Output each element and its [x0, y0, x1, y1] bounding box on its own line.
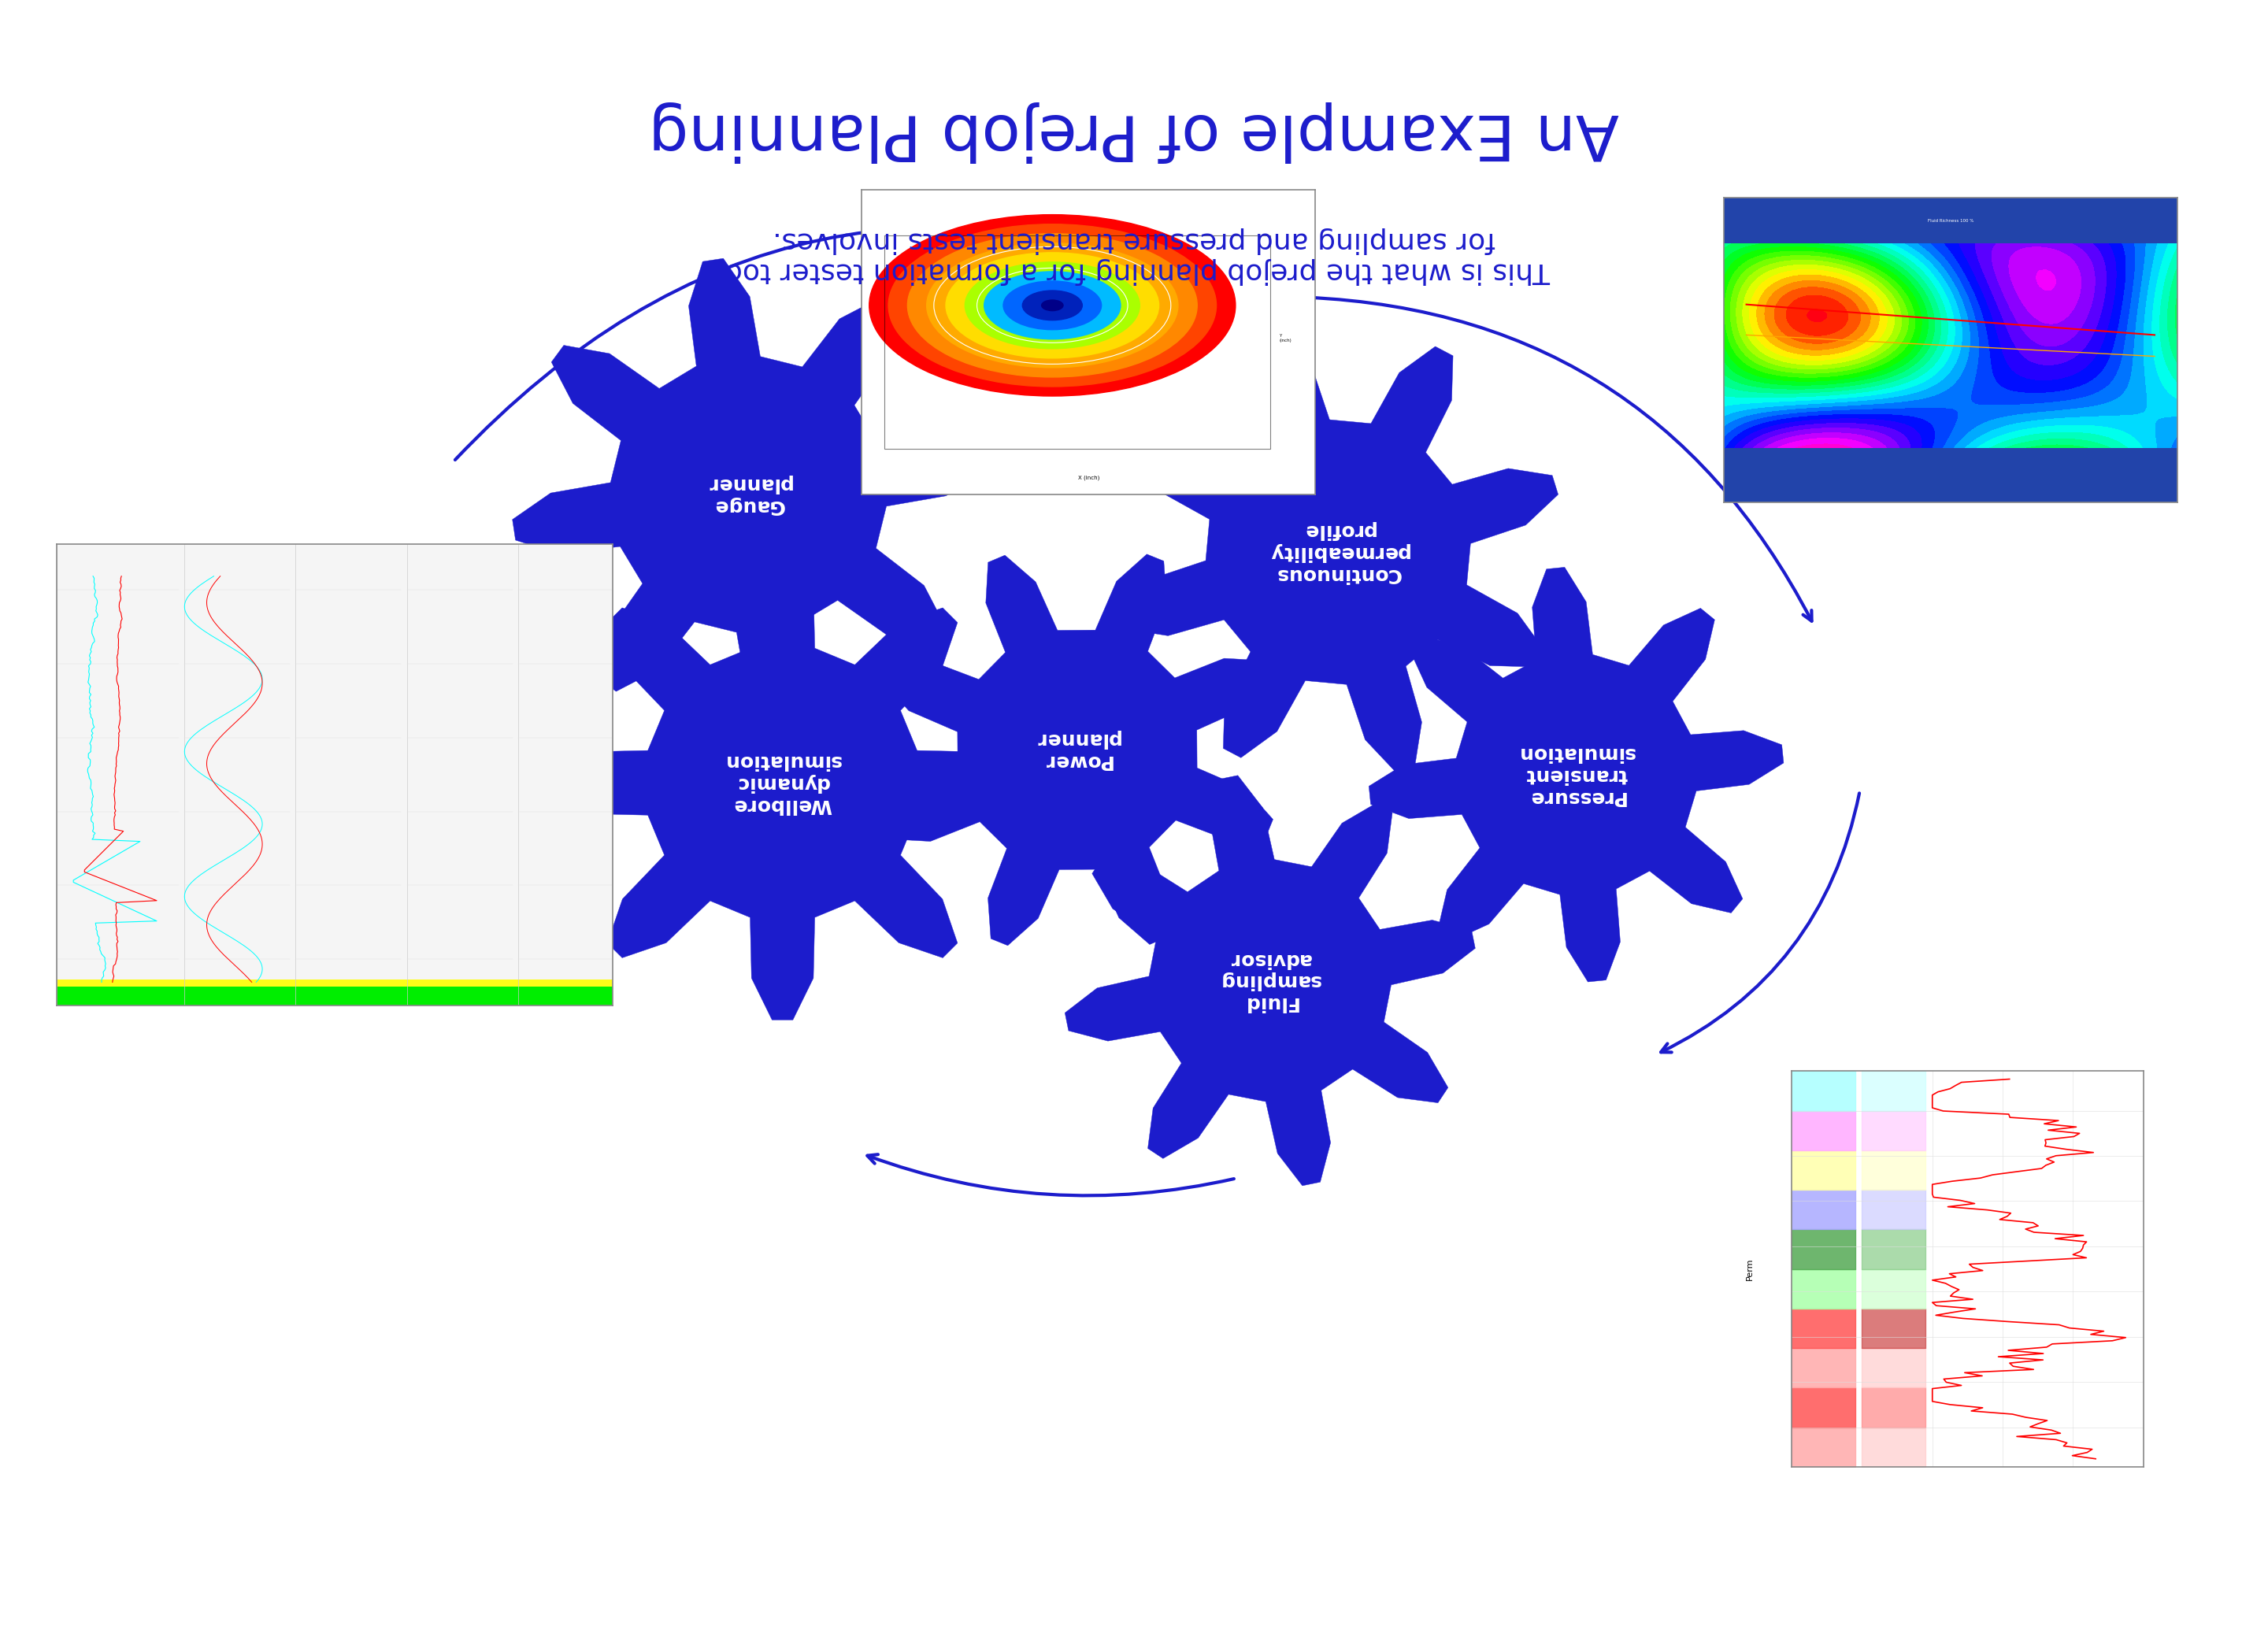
Text: Fluid
sampling
advisor: Fluid sampling advisor: [1220, 949, 1320, 1012]
Text: Pressure
transient
simulation: Pressure transient simulation: [1517, 743, 1635, 806]
Polygon shape: [882, 554, 1272, 946]
FancyArrowPatch shape: [1284, 297, 1812, 621]
Polygon shape: [513, 259, 984, 730]
Text: Gauge
planner: Gauge planner: [705, 475, 792, 514]
FancyArrowPatch shape: [866, 1155, 1234, 1195]
Text: Wellbore
dynamic
simulation: Wellbore dynamic simulation: [723, 751, 841, 814]
FancyArrowPatch shape: [408, 730, 587, 954]
Polygon shape: [1066, 776, 1474, 1185]
Text: Continuous
permeability
profile: Continuous permeability profile: [1268, 521, 1408, 583]
FancyArrowPatch shape: [456, 227, 1243, 460]
Polygon shape: [1370, 567, 1783, 982]
Text: This is what the prejob planning for a formation tester tool
for sampling and pr: This is what the prejob planning for a f…: [717, 226, 1551, 285]
FancyArrowPatch shape: [1660, 793, 1860, 1053]
Polygon shape: [544, 545, 1021, 1020]
Text: Power
planner: Power planner: [1034, 730, 1120, 770]
Polygon shape: [1118, 331, 1558, 773]
Text: An Example of Prejob Planning: An Example of Prejob Planning: [649, 101, 1619, 163]
